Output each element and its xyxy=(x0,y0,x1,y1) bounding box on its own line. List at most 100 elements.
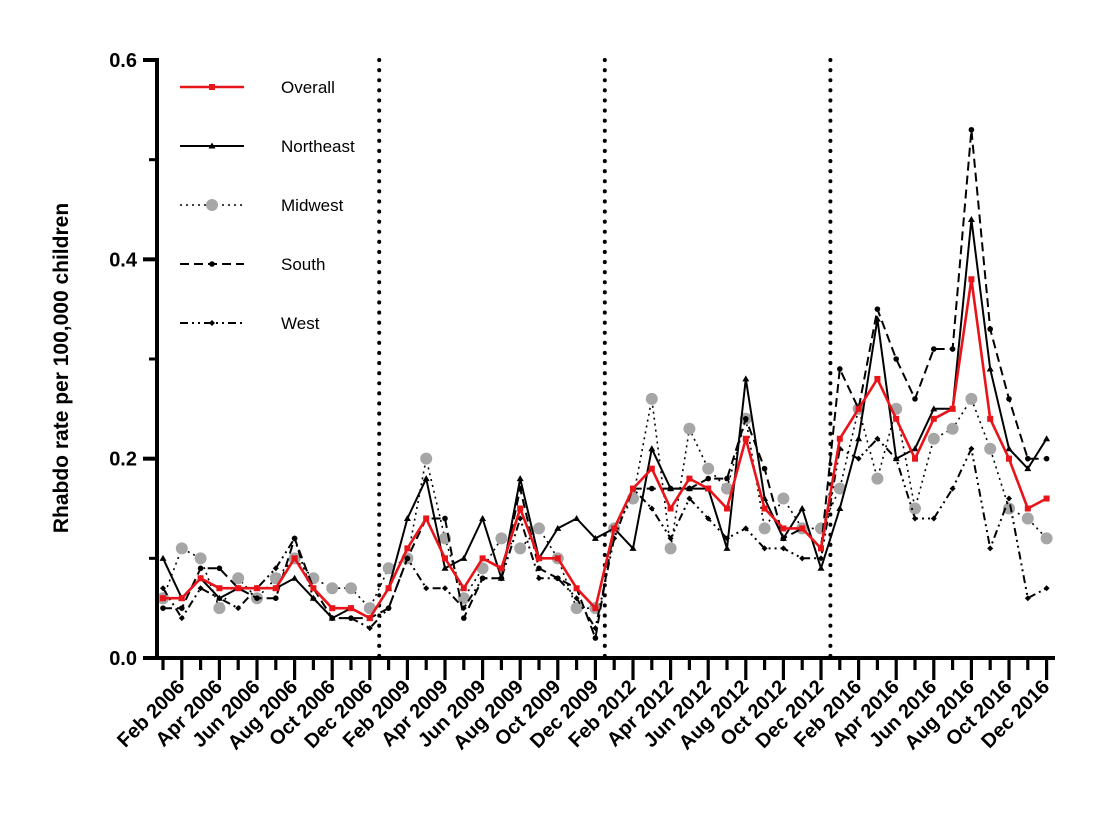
point-south xyxy=(724,475,730,482)
point-west xyxy=(667,535,674,542)
point-northeast xyxy=(1024,465,1032,472)
point-northeast xyxy=(215,594,223,601)
point-west xyxy=(799,555,806,562)
point-south xyxy=(197,565,204,572)
point-northeast xyxy=(554,524,562,531)
point-south xyxy=(1043,455,1050,462)
y-tick-label: 0.0 xyxy=(109,648,137,670)
point-northeast xyxy=(723,544,731,551)
plot-area xyxy=(157,58,1053,660)
point-overall xyxy=(630,485,636,492)
point-overall xyxy=(724,505,730,512)
point-south xyxy=(931,346,937,352)
point-overall xyxy=(160,595,166,602)
point-midwest xyxy=(1040,532,1053,545)
point-south xyxy=(160,605,166,611)
point-west xyxy=(1024,595,1031,602)
point-northeast xyxy=(629,544,637,551)
point-overall xyxy=(1006,455,1012,462)
point-south xyxy=(179,605,185,611)
point-south xyxy=(404,555,411,562)
point-overall xyxy=(235,585,242,592)
point-midwest xyxy=(570,602,583,615)
point-overall xyxy=(705,485,712,492)
legend-label-south: South xyxy=(281,255,325,274)
point-south xyxy=(874,306,881,312)
series-line-overall xyxy=(163,277,1048,620)
point-northeast xyxy=(591,534,599,541)
legend-label-west: West xyxy=(281,314,320,333)
point-west xyxy=(235,605,242,612)
legend-item-west: West xyxy=(180,314,320,333)
point-overall xyxy=(874,375,881,382)
point-northeast xyxy=(291,574,299,581)
point-overall xyxy=(423,515,430,522)
point-south xyxy=(555,575,561,582)
point-northeast xyxy=(892,455,900,462)
y-axis-title: Rhabdo rate per 100,000 children xyxy=(50,203,73,533)
point-overall xyxy=(799,525,806,532)
point-west xyxy=(874,435,881,442)
point-northeast xyxy=(516,475,524,482)
point-overall xyxy=(310,585,317,592)
point-overall xyxy=(329,605,336,612)
point-northeast xyxy=(967,215,975,222)
point-west xyxy=(686,495,693,502)
point-overall xyxy=(197,575,204,582)
legend-marker-midwest xyxy=(206,199,218,211)
legend-marker-northeast xyxy=(208,142,216,149)
point-west xyxy=(573,595,580,602)
point-midwest xyxy=(326,582,339,595)
point-south xyxy=(761,465,768,472)
point-northeast xyxy=(460,554,468,561)
point-midwest xyxy=(175,542,188,555)
point-midwest xyxy=(965,392,978,405)
point-west xyxy=(197,585,204,592)
point-south xyxy=(987,326,993,332)
point-overall xyxy=(517,505,524,512)
point-south xyxy=(273,595,279,601)
point-south xyxy=(1006,396,1012,402)
point-midwest xyxy=(345,582,357,595)
point-overall xyxy=(686,475,693,482)
point-overall xyxy=(1024,505,1031,512)
point-northeast xyxy=(798,505,806,511)
point-overall xyxy=(366,615,373,622)
point-northeast xyxy=(479,514,487,521)
point-west xyxy=(1043,585,1050,592)
point-south xyxy=(837,366,843,372)
point-west xyxy=(780,545,787,552)
point-south xyxy=(348,615,354,621)
point-northeast xyxy=(873,315,881,322)
point-overall xyxy=(1043,495,1050,502)
point-midwest xyxy=(495,532,508,545)
point-overall xyxy=(893,415,900,422)
point-midwest xyxy=(909,502,921,515)
point-south xyxy=(254,595,260,601)
point-northeast xyxy=(648,445,656,452)
point-south xyxy=(216,565,223,572)
point-overall xyxy=(536,555,542,562)
point-overall xyxy=(780,525,787,532)
point-northeast xyxy=(855,435,863,442)
point-northeast xyxy=(779,534,787,541)
point-overall xyxy=(611,525,618,532)
point-overall xyxy=(648,465,655,472)
legend-item-south: South xyxy=(180,255,325,274)
point-overall xyxy=(178,595,185,602)
point-west xyxy=(818,555,824,562)
legend-item-northeast: Northeast xyxy=(180,137,355,156)
point-west xyxy=(423,585,430,592)
point-west xyxy=(930,515,937,522)
point-south xyxy=(536,565,542,572)
point-overall xyxy=(855,405,862,412)
point-midwest xyxy=(194,552,207,565)
point-overall xyxy=(592,605,599,612)
legend-marker-south xyxy=(209,261,215,267)
legend-marker-overall xyxy=(209,84,215,90)
point-south xyxy=(479,575,486,582)
point-west xyxy=(987,545,994,552)
point-overall xyxy=(836,435,843,442)
point-overall xyxy=(442,555,448,562)
